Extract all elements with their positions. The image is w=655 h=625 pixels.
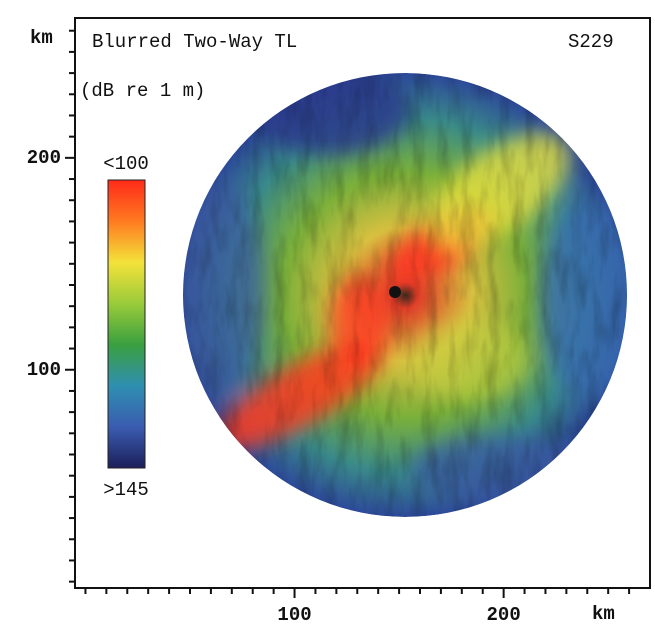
- chart-title: Blurred Two-Way TL: [92, 31, 297, 53]
- source-center: [389, 286, 401, 298]
- y-tick-label: 200: [27, 147, 61, 169]
- colorbar-tick-label: <100: [103, 153, 149, 175]
- chart-subtitle: S229: [568, 31, 614, 53]
- colorbar-label: (dB re 1 m): [80, 80, 205, 102]
- colorbar: [107, 179, 146, 469]
- x-tick-label: 200: [487, 604, 521, 625]
- x-tick-label: 100: [277, 604, 311, 625]
- texture: [183, 73, 627, 517]
- colorbar-tick-label: >145: [103, 479, 149, 501]
- y-axis-label: km: [30, 27, 53, 49]
- y-tick-label: 100: [27, 359, 61, 381]
- x-axis-label: km: [592, 603, 615, 625]
